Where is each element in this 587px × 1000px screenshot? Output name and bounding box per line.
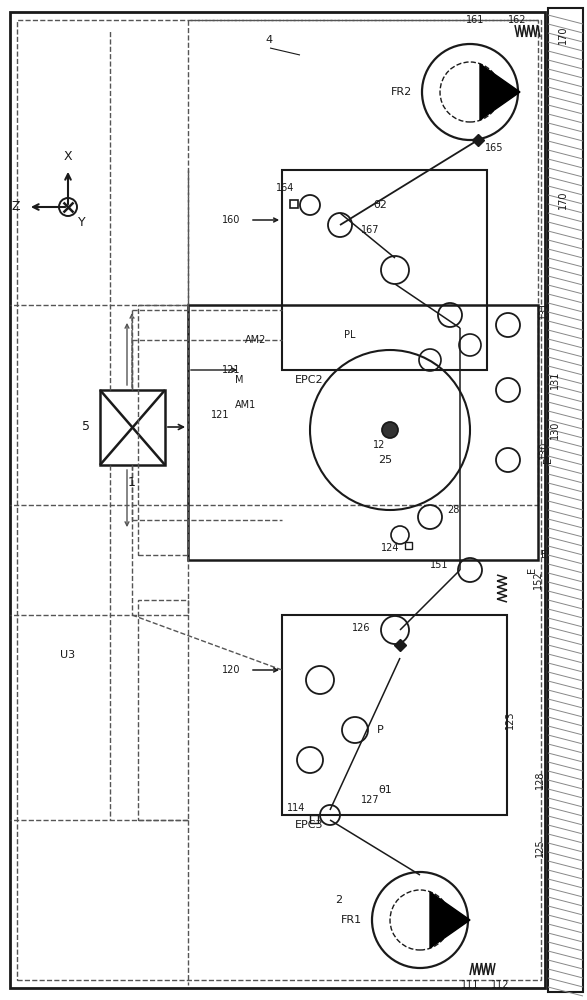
Text: AM1: AM1 <box>235 400 257 410</box>
Text: 152: 152 <box>533 571 543 589</box>
Text: E: E <box>527 567 537 573</box>
Text: 131: 131 <box>539 301 549 319</box>
Text: 25: 25 <box>378 455 392 465</box>
Text: θ1: θ1 <box>378 785 392 795</box>
Text: X: X <box>63 150 72 163</box>
Text: 4: 4 <box>265 35 272 45</box>
Polygon shape <box>480 64 520 120</box>
Text: 125: 125 <box>535 839 545 857</box>
Text: 170: 170 <box>558 191 568 209</box>
Text: 123: 123 <box>505 711 515 729</box>
Text: 120: 120 <box>221 665 240 675</box>
Polygon shape <box>430 892 470 948</box>
Text: 130: 130 <box>550 421 560 439</box>
Text: 28: 28 <box>447 505 460 515</box>
Text: 161: 161 <box>466 15 484 25</box>
Text: Y: Y <box>78 217 86 230</box>
Text: PL: PL <box>344 330 356 340</box>
Text: 162: 162 <box>508 15 527 25</box>
Bar <box>282 615 507 815</box>
Bar <box>290 200 298 208</box>
Text: 151: 151 <box>430 560 448 570</box>
Bar <box>138 600 188 820</box>
Text: 164: 164 <box>276 183 294 193</box>
Bar <box>548 8 583 992</box>
Bar <box>100 390 165 465</box>
Text: 167: 167 <box>361 225 379 235</box>
Text: 121: 121 <box>211 410 230 420</box>
Text: 165: 165 <box>485 143 504 153</box>
Text: 111: 111 <box>461 980 479 990</box>
Text: Z: Z <box>12 200 20 214</box>
Bar <box>188 305 538 560</box>
Text: 5: 5 <box>82 420 90 434</box>
Circle shape <box>382 422 398 438</box>
Text: θ2: θ2 <box>373 200 387 210</box>
Text: 131: 131 <box>550 371 560 389</box>
Text: 112: 112 <box>491 980 510 990</box>
Text: E: E <box>543 457 553 463</box>
Text: FR1: FR1 <box>341 915 362 925</box>
Text: FR2: FR2 <box>391 87 412 97</box>
Text: 170: 170 <box>558 26 568 44</box>
Text: 114: 114 <box>286 803 305 813</box>
Text: 127: 127 <box>360 795 379 805</box>
Text: 128: 128 <box>535 771 545 789</box>
Text: 126: 126 <box>352 623 370 633</box>
Text: M: M <box>235 375 244 385</box>
Text: AM2: AM2 <box>245 335 266 345</box>
Text: P: P <box>377 725 383 735</box>
Text: 12: 12 <box>373 440 385 450</box>
Bar <box>310 815 318 823</box>
Text: U3: U3 <box>60 650 75 660</box>
Bar <box>188 20 538 505</box>
Text: EPC3: EPC3 <box>295 820 323 830</box>
Bar <box>405 542 412 549</box>
Bar <box>138 305 188 555</box>
Text: 121: 121 <box>221 365 240 375</box>
Text: 124: 124 <box>381 543 399 553</box>
Text: 2: 2 <box>335 895 342 905</box>
Text: 1: 1 <box>128 477 136 489</box>
Text: 130: 130 <box>539 441 549 459</box>
Text: 160: 160 <box>222 215 240 225</box>
Text: E: E <box>541 550 547 560</box>
Text: EPC2: EPC2 <box>295 375 323 385</box>
Bar <box>282 170 487 370</box>
Bar <box>17 20 541 980</box>
